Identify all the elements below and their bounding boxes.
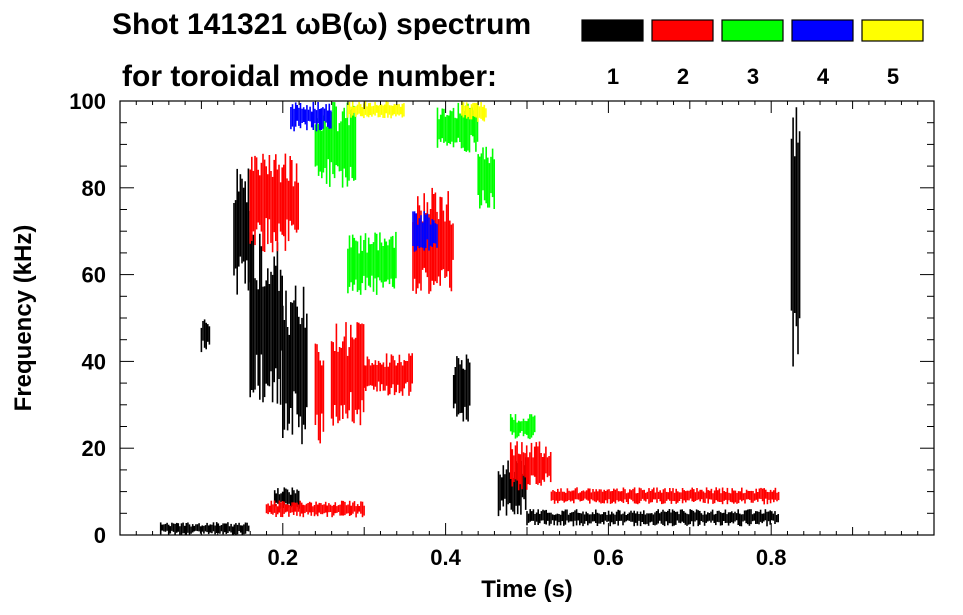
feature-mode-1-7 bbox=[790, 107, 801, 367]
feature-mode-5-25 bbox=[347, 101, 405, 119]
legend-label-mode-4: 4 bbox=[817, 64, 830, 89]
feature-mode-2-12 bbox=[363, 353, 414, 396]
feature-mode-3-18 bbox=[314, 102, 357, 188]
legend-swatch-mode-1 bbox=[581, 19, 644, 42]
y-tick-label: 100 bbox=[69, 89, 106, 114]
feature-mode-2-10 bbox=[249, 153, 300, 253]
chart-subtitle: for toroidal mode number: bbox=[122, 60, 497, 93]
feature-mode-3-22 bbox=[509, 414, 536, 440]
feature-mode-1-4 bbox=[452, 354, 471, 422]
y-axis-label: Frequency (kHz) bbox=[10, 225, 37, 412]
feature-mode-4-24 bbox=[412, 211, 438, 252]
feature-mode-1-6 bbox=[526, 509, 780, 527]
legend-label-mode-1: 1 bbox=[607, 64, 619, 89]
legend-swatch-mode-4 bbox=[791, 19, 854, 42]
feature-mode-2-11 bbox=[330, 322, 365, 426]
axis-ticks bbox=[119, 100, 935, 536]
y-tick-label: 40 bbox=[82, 349, 106, 374]
y-tick-label: 20 bbox=[82, 436, 106, 461]
mode-legend: 1 2 3 4 5 bbox=[581, 19, 924, 89]
y-tick-label: 60 bbox=[82, 263, 106, 288]
axis-tick-labels: 0.2 0.4 0.6 0.8 0 20 40 60 80 100 bbox=[69, 89, 786, 570]
legend-label-mode-5: 5 bbox=[887, 64, 899, 89]
legend-swatch-mode-5 bbox=[861, 19, 924, 42]
feature-mode-4-23 bbox=[290, 101, 332, 132]
feature-mode-1-0 bbox=[233, 168, 251, 295]
feature-mode-3-19 bbox=[347, 231, 397, 295]
feature-mode-1-9 bbox=[159, 522, 250, 535]
x-tick-label: 0.6 bbox=[593, 545, 624, 570]
feature-mode-3-21 bbox=[477, 146, 496, 209]
legend-swatch-mode-2 bbox=[651, 19, 714, 42]
feature-mode-2-17 bbox=[265, 500, 365, 518]
feature-mode-2-15 bbox=[509, 441, 552, 491]
x-tick-label: 0.8 bbox=[756, 545, 787, 570]
feature-mode-2-14 bbox=[314, 343, 325, 444]
feature-mode-2-16 bbox=[550, 487, 780, 505]
feature-mode-1-3 bbox=[200, 319, 211, 353]
legend-label-mode-2: 2 bbox=[677, 64, 689, 89]
chart-title: Shot 141321 ωB(ω) spectrum bbox=[112, 8, 531, 41]
spectrum-features bbox=[159, 101, 801, 535]
feature-mode-1-1 bbox=[249, 232, 284, 405]
x-tick-label: 0.4 bbox=[430, 545, 461, 570]
legend-label-mode-3: 3 bbox=[747, 64, 759, 89]
legend-swatch-mode-3 bbox=[721, 19, 784, 42]
x-axis-label: Time (s) bbox=[481, 576, 573, 603]
feature-mode-1-2 bbox=[281, 285, 308, 445]
y-tick-label: 80 bbox=[82, 176, 106, 201]
y-tick-label: 0 bbox=[94, 523, 106, 548]
x-tick-label: 0.2 bbox=[268, 545, 299, 570]
